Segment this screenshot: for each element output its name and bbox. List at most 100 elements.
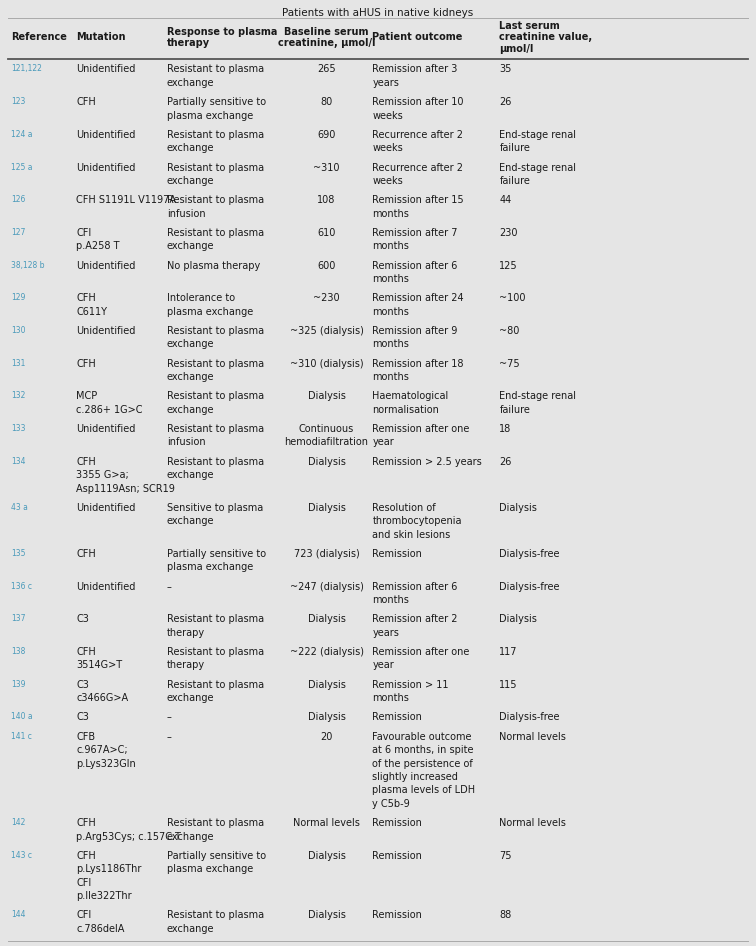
Text: Unidentified: Unidentified (76, 64, 135, 75)
Text: Remission after 15: Remission after 15 (373, 195, 464, 205)
Text: ~325 (dialysis): ~325 (dialysis) (290, 326, 364, 336)
Text: 139: 139 (11, 680, 26, 689)
Text: year: year (373, 660, 394, 671)
Text: months: months (373, 340, 409, 349)
Text: exchange: exchange (167, 176, 214, 186)
Text: Remission after 9: Remission after 9 (373, 326, 458, 336)
Text: Resistant to plasma: Resistant to plasma (167, 228, 264, 238)
Text: Resistant to plasma: Resistant to plasma (167, 424, 264, 434)
Text: End-stage renal: End-stage renal (500, 163, 576, 172)
Text: Remission after 6: Remission after 6 (373, 261, 458, 271)
Text: therapy: therapy (167, 38, 210, 48)
Text: 135: 135 (11, 549, 26, 558)
Text: months: months (373, 372, 409, 382)
Text: 117: 117 (500, 647, 518, 657)
Text: Dialysis: Dialysis (308, 392, 345, 401)
Text: 20: 20 (321, 731, 333, 742)
Text: exchange: exchange (167, 693, 214, 703)
Text: hemodiafiltration: hemodiafiltration (284, 437, 369, 447)
Text: p.Ile322Thr: p.Ile322Thr (76, 891, 132, 901)
Text: MCP: MCP (76, 392, 98, 401)
Text: Unidentified: Unidentified (76, 130, 135, 140)
Text: 26: 26 (500, 457, 512, 466)
Text: 142: 142 (11, 818, 26, 827)
Text: CFH: CFH (76, 97, 96, 107)
Text: Baseline serum: Baseline serum (284, 26, 369, 37)
Text: Resistant to plasma: Resistant to plasma (167, 647, 264, 657)
Text: Remission after 24: Remission after 24 (373, 293, 464, 304)
Text: Resistant to plasma: Resistant to plasma (167, 392, 264, 401)
Text: 108: 108 (318, 195, 336, 205)
Text: Dialysis: Dialysis (308, 712, 345, 723)
Text: 26: 26 (500, 97, 512, 107)
Text: infusion: infusion (167, 209, 206, 219)
Text: thrombocytopenia: thrombocytopenia (373, 517, 462, 526)
Text: Resistant to plasma: Resistant to plasma (167, 614, 264, 624)
Text: months: months (373, 209, 409, 219)
Text: 127: 127 (11, 228, 26, 236)
Text: Unidentified: Unidentified (76, 261, 135, 271)
Text: Dialysis-free: Dialysis-free (500, 582, 560, 591)
Text: –: – (167, 731, 172, 742)
Text: and skin lesions: and skin lesions (373, 530, 451, 540)
Text: plasma exchange: plasma exchange (167, 307, 253, 317)
Text: c3466G>A: c3466G>A (76, 693, 129, 703)
Text: Remission after 18: Remission after 18 (373, 359, 464, 369)
Text: 3514G>T: 3514G>T (76, 660, 122, 671)
Text: therapy: therapy (167, 628, 205, 638)
Text: Partially sensitive to: Partially sensitive to (167, 549, 266, 559)
Text: c.967A>C;: c.967A>C; (76, 745, 128, 755)
Text: CFH: CFH (76, 647, 96, 657)
Text: 44: 44 (500, 195, 512, 205)
Text: ~75: ~75 (500, 359, 520, 369)
Text: Remission after 6: Remission after 6 (373, 582, 458, 591)
Text: exchange: exchange (167, 340, 214, 349)
Text: infusion: infusion (167, 437, 206, 447)
Text: Remission > 11: Remission > 11 (373, 680, 449, 690)
Text: ~80: ~80 (500, 326, 520, 336)
Text: p.Lys323Gln: p.Lys323Gln (76, 759, 136, 768)
Text: –: – (167, 712, 172, 723)
Text: C3: C3 (76, 712, 89, 723)
Text: Resistant to plasma: Resistant to plasma (167, 130, 264, 140)
Text: Dialysis: Dialysis (308, 680, 345, 690)
Text: Patient outcome: Patient outcome (373, 32, 463, 43)
Text: Resistant to plasma: Resistant to plasma (167, 680, 264, 690)
Text: CFH: CFH (76, 549, 96, 559)
Text: Reference: Reference (11, 32, 67, 43)
Text: Partially sensitive to: Partially sensitive to (167, 850, 266, 861)
Text: 137: 137 (11, 614, 26, 623)
Text: 265: 265 (318, 64, 336, 75)
Text: exchange: exchange (167, 78, 214, 88)
Text: failure: failure (500, 405, 530, 414)
Text: 610: 610 (318, 228, 336, 238)
Text: 125: 125 (500, 261, 518, 271)
Text: Dialysis-free: Dialysis-free (500, 712, 560, 723)
Text: Remission after 2: Remission after 2 (373, 614, 458, 624)
Text: Unidentified: Unidentified (76, 582, 135, 591)
Text: Dialysis: Dialysis (308, 850, 345, 861)
Text: 230: 230 (500, 228, 518, 238)
Text: Asp1119Asn; SCR19: Asp1119Asn; SCR19 (76, 483, 175, 494)
Text: Patients with aHUS in native kidneys: Patients with aHUS in native kidneys (283, 8, 473, 18)
Text: ~310: ~310 (313, 163, 340, 172)
Text: ~230: ~230 (313, 293, 340, 304)
Text: 136 c: 136 c (11, 582, 32, 590)
Text: End-stage renal: End-stage renal (500, 130, 576, 140)
Text: 132: 132 (11, 392, 26, 400)
Text: 80: 80 (321, 97, 333, 107)
Text: months: months (373, 274, 409, 284)
Text: exchange: exchange (167, 470, 214, 481)
Text: 3355 G>a;: 3355 G>a; (76, 470, 129, 481)
Text: 144: 144 (11, 910, 26, 920)
Text: months: months (373, 693, 409, 703)
Text: Dialysis-free: Dialysis-free (500, 549, 560, 559)
Text: ~310 (dialysis): ~310 (dialysis) (290, 359, 364, 369)
Text: CFH: CFH (76, 850, 96, 861)
Text: Response to plasma: Response to plasma (167, 26, 277, 37)
Text: Intolerance to: Intolerance to (167, 293, 235, 304)
Text: exchange: exchange (167, 241, 214, 252)
Text: Unidentified: Unidentified (76, 163, 135, 172)
Text: Dialysis: Dialysis (308, 614, 345, 624)
Text: 690: 690 (318, 130, 336, 140)
